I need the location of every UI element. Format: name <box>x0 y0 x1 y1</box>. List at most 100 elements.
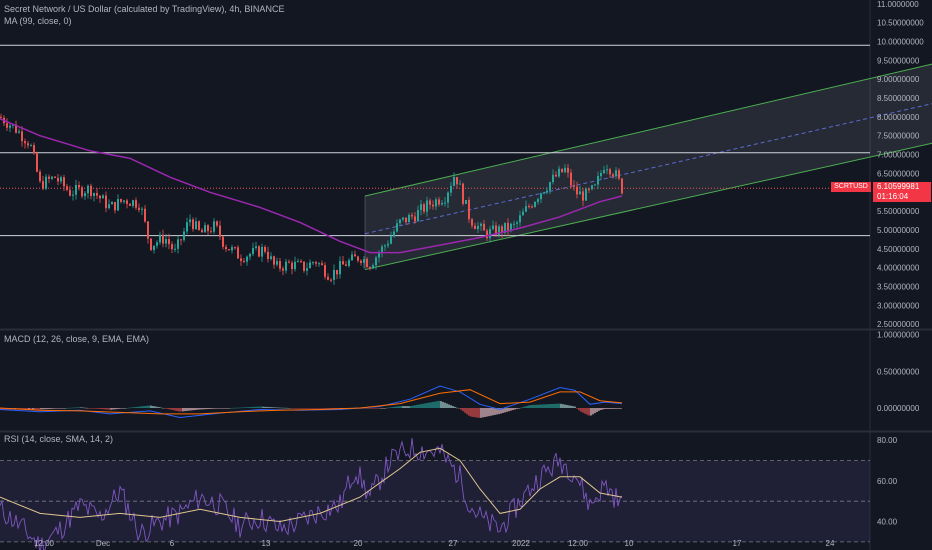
macd-histogram-bar <box>144 405 146 408</box>
candle <box>531 206 533 208</box>
macd-histogram-bar <box>26 408 28 410</box>
macd-histogram-bar <box>492 408 494 416</box>
macd-histogram-bar <box>528 405 530 408</box>
macd-histogram-bar <box>174 408 176 411</box>
macd-histogram-bar <box>100 408 102 410</box>
candle <box>561 168 563 173</box>
macd-histogram-bar <box>558 403 560 408</box>
macd-histogram-bar <box>416 404 418 408</box>
legend-macd[interactable]: MACD (12, 26, close, 9, EMA, EMA) <box>4 334 150 344</box>
macd-histogram-bar <box>408 406 410 408</box>
candle <box>447 192 449 203</box>
candle <box>213 221 215 232</box>
macd-histogram-bar <box>218 408 220 409</box>
macd-histogram-bar <box>430 402 432 408</box>
macd-histogram-bar <box>414 405 416 408</box>
candle <box>297 261 299 263</box>
macd-histogram-bar <box>446 403 448 408</box>
macd-histogram-bar <box>162 407 164 409</box>
candle <box>60 177 62 182</box>
macd-histogram-bar <box>232 407 234 409</box>
macd-histogram-bar <box>560 403 562 408</box>
macd-histogram-bar <box>480 408 482 418</box>
macd-histogram-bar <box>586 408 588 415</box>
legend-symbol[interactable]: Secret Network / US Dollar (calculated b… <box>4 4 285 14</box>
candle <box>381 246 383 254</box>
macd-histogram-bar <box>614 408 616 409</box>
macd-histogram-bar <box>330 408 332 409</box>
candle <box>330 279 332 281</box>
macd-histogram-bar <box>484 408 486 417</box>
x-tick-label: 20 <box>354 539 363 548</box>
macd-histogram-bar <box>124 408 126 409</box>
candle <box>432 204 434 207</box>
candle <box>321 263 323 266</box>
legend-ma[interactable]: MA (99, close, 0) <box>4 16 72 26</box>
candle <box>264 247 266 252</box>
macd-histogram-bar <box>108 408 110 410</box>
y-tick-label: 80.00 <box>877 436 898 445</box>
candle <box>177 239 179 249</box>
macd-histogram-bar <box>296 408 298 409</box>
macd-histogram-bar <box>526 405 528 408</box>
macd-histogram-bar <box>596 408 598 412</box>
macd-histogram-bar <box>88 408 90 409</box>
candle <box>603 170 605 174</box>
macd-histogram-bar <box>60 408 62 409</box>
candle <box>555 174 557 177</box>
y-tick-label: 1.00000000 <box>877 331 920 340</box>
macd-histogram-bar <box>506 408 508 412</box>
macd-histogram-bar <box>222 408 224 409</box>
candle <box>495 225 497 236</box>
candle <box>147 221 149 239</box>
macd-histogram-bar <box>0 408 2 410</box>
candle <box>48 176 50 179</box>
legend-rsi[interactable]: RSI (14, close, SMA, 14, 2) <box>4 434 114 444</box>
candle <box>294 261 296 270</box>
macd-histogram-bar <box>116 408 118 410</box>
macd-histogram-bar <box>80 407 82 408</box>
macd-histogram-bar <box>566 404 568 408</box>
candle <box>582 191 584 201</box>
macd-histogram-bar <box>128 407 130 409</box>
candle <box>24 141 26 144</box>
macd-histogram-bar <box>98 408 100 409</box>
candle <box>348 260 350 266</box>
x-tick-label: 17 <box>733 539 742 548</box>
macd-histogram-bar <box>168 408 170 410</box>
macd-histogram-bar <box>542 404 544 408</box>
macd-histogram-bar <box>208 408 210 409</box>
candle <box>204 225 206 233</box>
macd-histogram-bar <box>274 407 276 408</box>
candle <box>558 168 560 177</box>
macd-histogram-bar <box>444 402 446 408</box>
y-tick-label: 11.0000000 <box>877 0 919 9</box>
macd-histogram-bar <box>590 408 592 416</box>
macd-histogram-bar <box>254 406 256 408</box>
candle <box>36 153 38 172</box>
macd-histogram-bar <box>378 408 380 409</box>
macd-histogram-bar <box>216 408 218 409</box>
macd-histogram-bar <box>282 407 284 409</box>
macd-histogram-bar <box>514 408 516 410</box>
macd-histogram-bar <box>50 408 52 409</box>
macd-histogram-bar <box>206 408 208 410</box>
price-panel <box>0 44 932 285</box>
macd-histogram-bar <box>264 406 266 408</box>
candle <box>375 257 377 266</box>
macd-histogram-bar <box>366 408 368 409</box>
candle <box>150 238 152 251</box>
candle <box>396 223 398 232</box>
macd-histogram-bar <box>522 407 524 408</box>
macd-histogram-bar <box>436 401 438 408</box>
macd-histogram-bar <box>428 402 430 408</box>
macd-histogram-bar <box>332 408 334 409</box>
macd-histogram-bar <box>40 408 42 410</box>
macd-histogram-bar <box>334 408 336 409</box>
candle <box>594 184 596 186</box>
candle <box>57 177 59 182</box>
macd-histogram-bar <box>568 405 570 408</box>
candle <box>252 247 254 254</box>
candle <box>105 195 107 209</box>
